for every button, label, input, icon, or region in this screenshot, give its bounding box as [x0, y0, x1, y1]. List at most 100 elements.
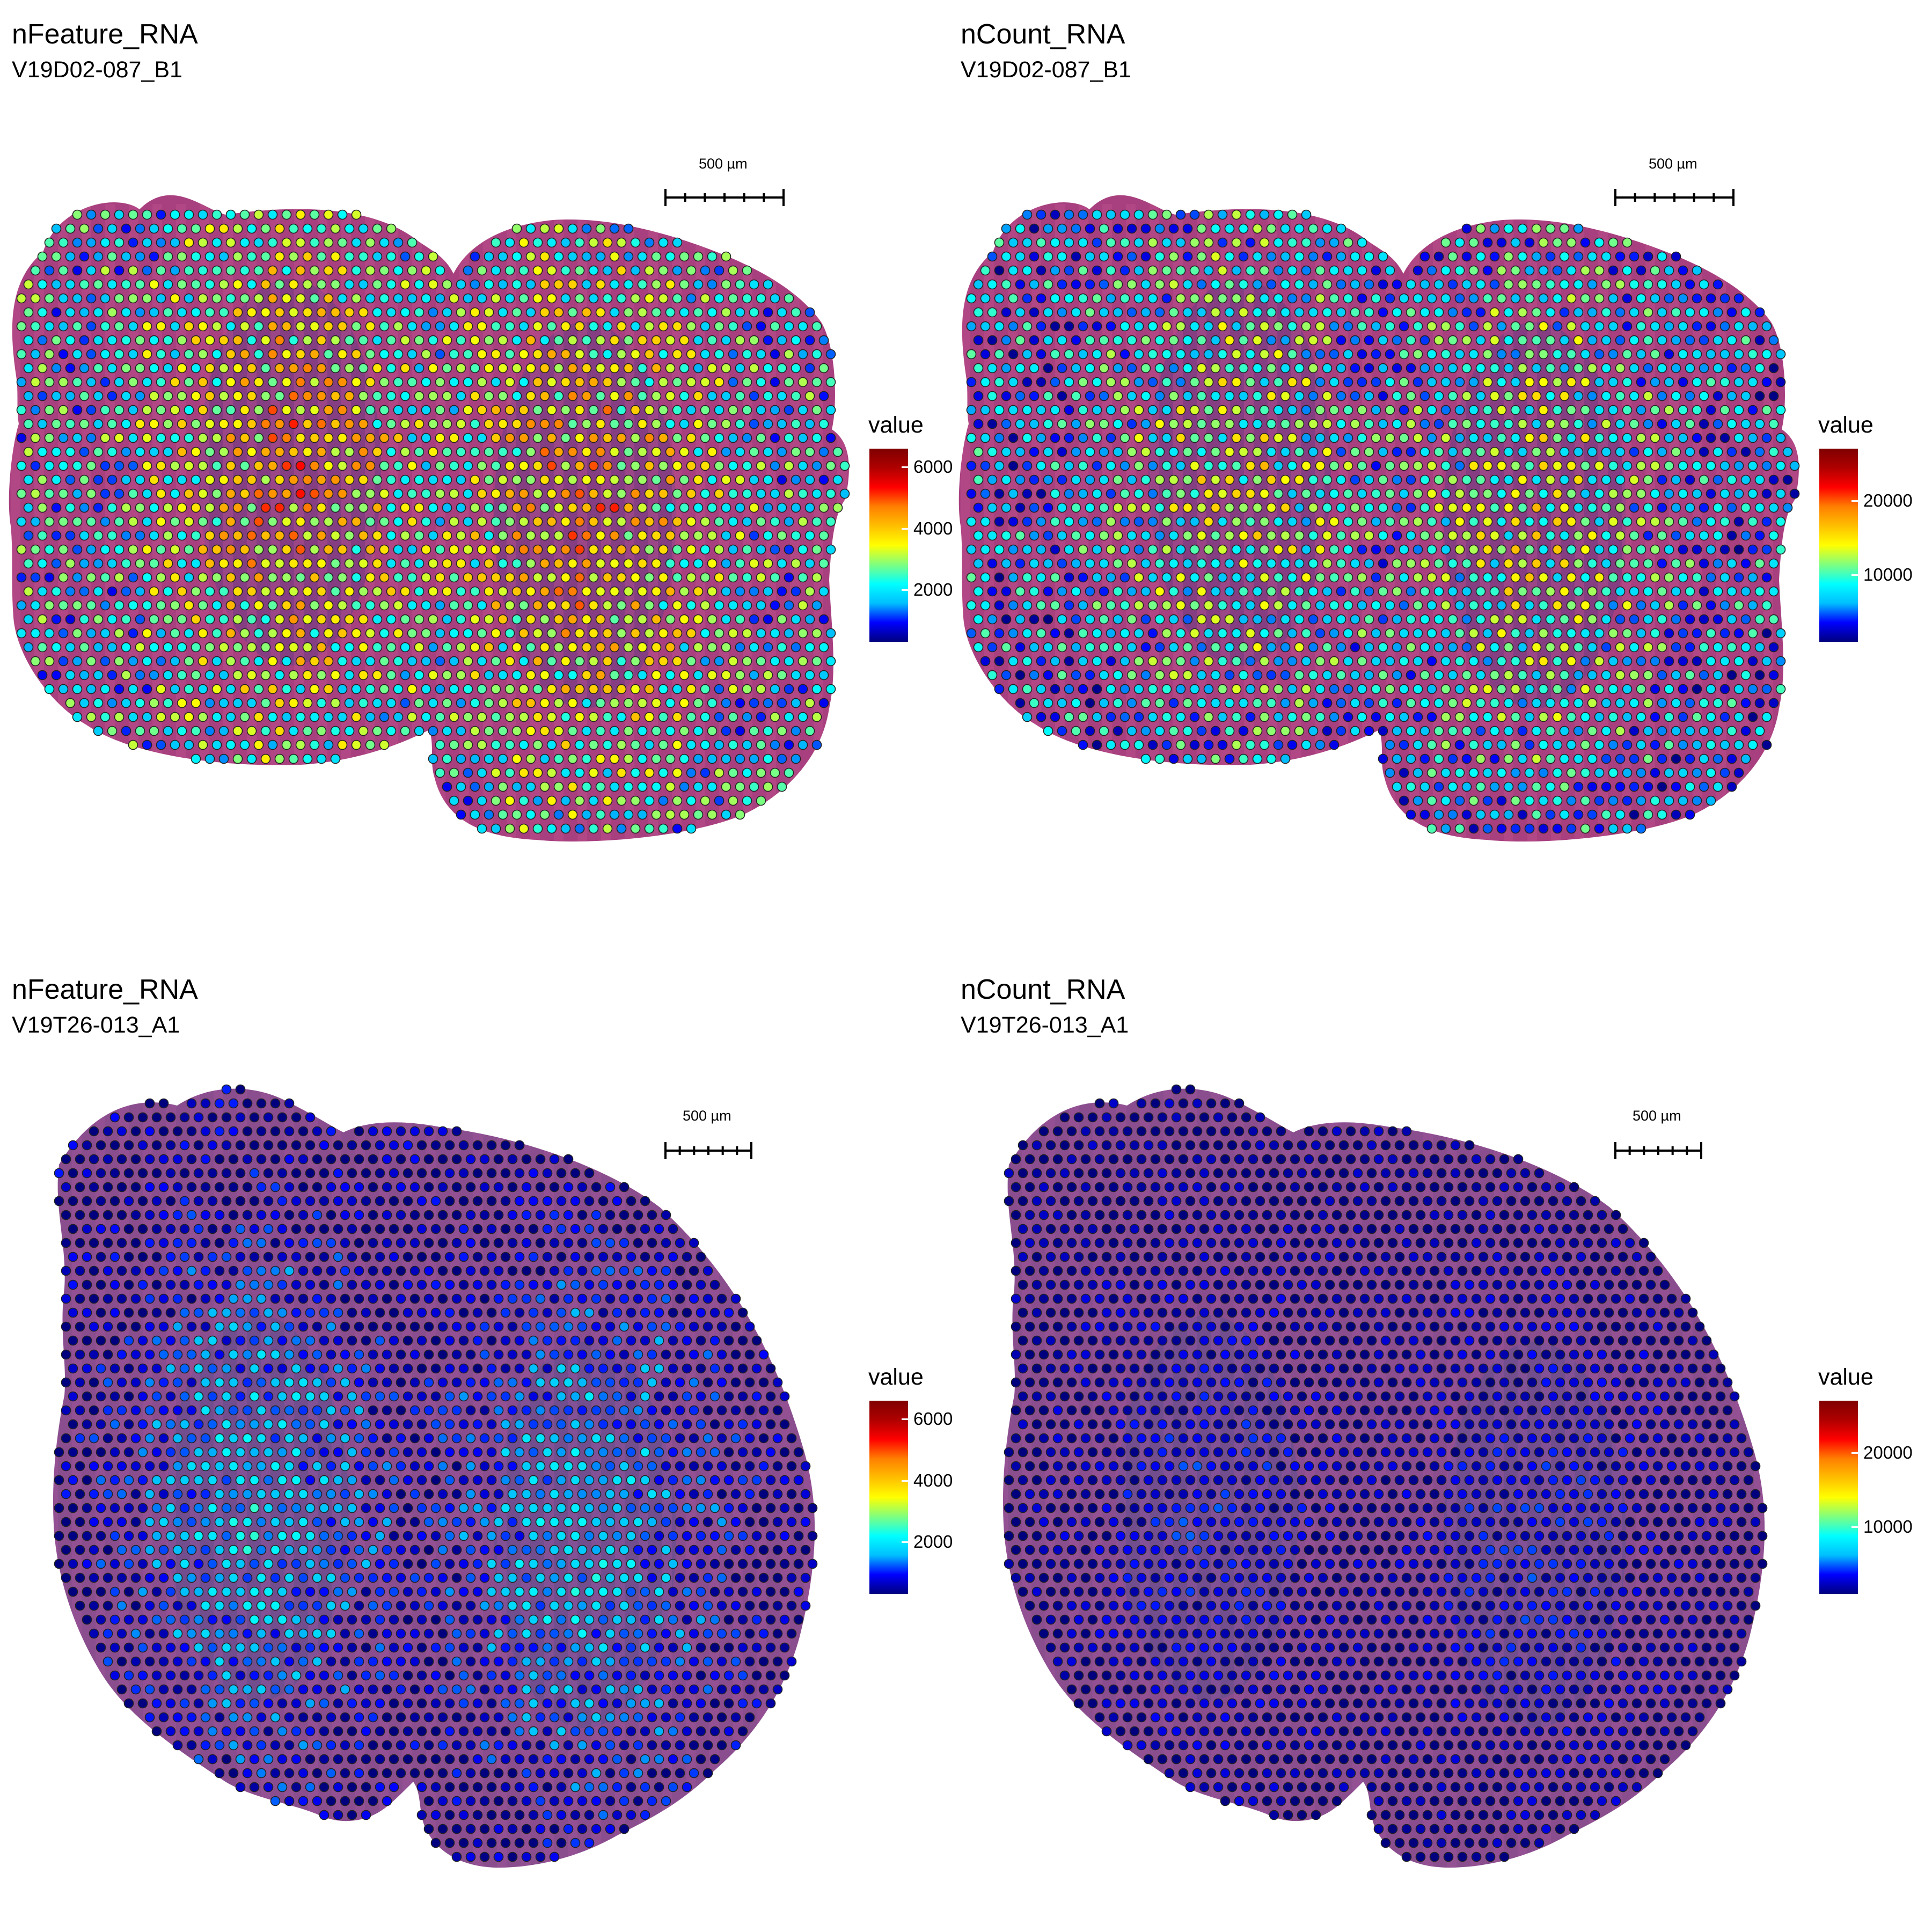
- spot: [156, 293, 166, 304]
- spot: [1043, 530, 1053, 541]
- spot: [351, 349, 362, 360]
- spot: [1092, 600, 1102, 611]
- spot: [225, 321, 236, 332]
- spot: [277, 1112, 288, 1123]
- spot: [651, 698, 662, 708]
- spot: [400, 698, 411, 708]
- spot: [86, 572, 97, 583]
- spot: [735, 502, 745, 513]
- spot: [521, 1182, 532, 1192]
- spot: [1622, 460, 1633, 471]
- spot: [1426, 684, 1437, 694]
- spot: [1399, 600, 1409, 611]
- spot: [1322, 558, 1333, 569]
- spot: [1678, 405, 1688, 415]
- spot: [1315, 405, 1326, 415]
- spot: [193, 1140, 204, 1151]
- spot: [1538, 488, 1549, 499]
- spot: [735, 753, 745, 764]
- spot: [707, 502, 718, 513]
- spot: [1629, 335, 1640, 346]
- spot: [316, 698, 327, 708]
- tissue-region: [494, 322, 676, 708]
- spot: [323, 544, 334, 555]
- spot: [1371, 628, 1381, 639]
- spot: [651, 502, 662, 513]
- spot: [811, 600, 822, 611]
- spot: [1461, 447, 1472, 457]
- spot: [497, 419, 508, 429]
- spot: [1671, 586, 1681, 597]
- spot: [1238, 223, 1249, 234]
- spot: [1392, 614, 1402, 625]
- spot: [1371, 488, 1381, 499]
- spot: [504, 433, 515, 443]
- spot: [163, 251, 173, 262]
- spot: [1622, 600, 1633, 611]
- spot: [218, 251, 229, 262]
- spot: [665, 781, 676, 792]
- spot: [1706, 488, 1716, 499]
- spot: [980, 460, 991, 471]
- spot: [518, 237, 529, 248]
- spot: [72, 405, 83, 415]
- spot: [1273, 460, 1284, 471]
- spot: [58, 544, 69, 555]
- spot: [1754, 642, 1765, 653]
- spot: [763, 419, 773, 429]
- spot: [1106, 516, 1116, 527]
- spot: [1413, 656, 1423, 667]
- spot: [1078, 740, 1088, 750]
- spot: [274, 698, 285, 708]
- spot: [1231, 405, 1242, 415]
- spot: [372, 502, 383, 513]
- spot: [546, 740, 557, 750]
- spot: [114, 405, 125, 415]
- spot: [714, 349, 724, 360]
- spot: [225, 516, 236, 527]
- spot: [1252, 502, 1263, 513]
- spot: [839, 460, 850, 471]
- spot: [470, 419, 480, 429]
- spot: [428, 586, 438, 597]
- spot: [1294, 642, 1305, 653]
- spot: [142, 740, 152, 750]
- spot: [728, 349, 738, 360]
- tissue-stripe: [1268, 204, 1277, 841]
- spot: [1168, 279, 1179, 290]
- spot: [1106, 377, 1116, 387]
- spot: [525, 670, 536, 680]
- spot: [184, 712, 194, 722]
- spot: [218, 363, 229, 374]
- spot: [1217, 377, 1228, 387]
- spot: [1273, 433, 1284, 443]
- spot: [23, 502, 34, 513]
- spot: [263, 1168, 274, 1179]
- spot: [1392, 753, 1402, 764]
- spot: [1775, 460, 1786, 471]
- spot: [393, 377, 404, 387]
- spot: [23, 335, 34, 346]
- spot: [721, 474, 731, 485]
- spot: [1643, 419, 1653, 429]
- spot: [65, 558, 76, 569]
- spot: [1706, 544, 1716, 555]
- spot: [477, 823, 487, 834]
- spot: [665, 698, 676, 708]
- spot: [1643, 391, 1653, 401]
- spot: [170, 237, 180, 248]
- spot: [567, 502, 578, 513]
- spot: [428, 502, 438, 513]
- spot: [456, 530, 466, 541]
- spot: [1266, 670, 1277, 680]
- spot: [204, 307, 215, 318]
- spot: [1113, 502, 1123, 513]
- spot: [770, 712, 780, 722]
- spot: [1426, 712, 1437, 722]
- spot: [1726, 502, 1737, 513]
- spot: [1057, 363, 1067, 374]
- spot: [686, 628, 697, 639]
- spot: [1399, 405, 1409, 415]
- spot: [463, 767, 473, 778]
- spot: [1015, 335, 1026, 346]
